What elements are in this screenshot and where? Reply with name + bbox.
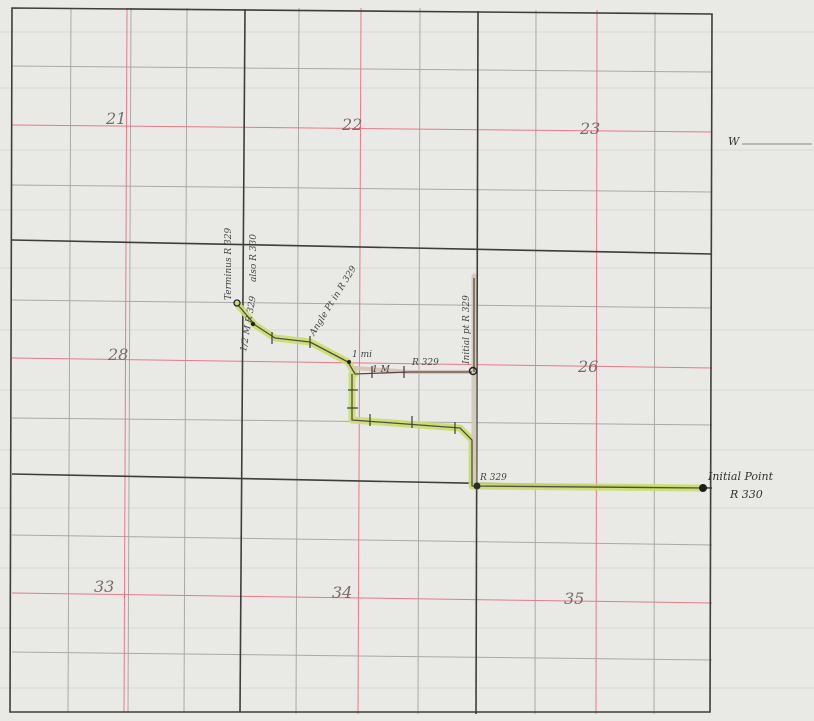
section-grid — [9, 7, 713, 715]
chain-ticks — [271, 332, 456, 434]
section-35: 35 — [564, 589, 584, 608]
section-33: 33 — [94, 577, 114, 596]
r329-label-b: R 329 — [479, 473, 507, 483]
svg-text:W: W — [728, 135, 741, 148]
section-26: 26 — [577, 357, 598, 376]
survey-route-ink — [237, 278, 703, 489]
margin-w: W — [728, 135, 812, 148]
initial-pt-r329-label: Initial pt R 329 — [462, 295, 472, 365]
paper-lines — [0, 31, 814, 689]
red-grid — [11, 7, 713, 715]
one-mile-label-b: 1 M — [372, 365, 391, 375]
section-34: 34 — [332, 583, 352, 602]
also-label: also R 330 — [249, 234, 259, 282]
initial-pt-r329-marker — [468, 366, 478, 376]
initial-point-marker — [699, 484, 707, 492]
annotations: Terminus R 329 also R 330 Angle Pt in R … — [224, 227, 774, 501]
section-23: 23 — [579, 119, 600, 138]
angle-point-marker — [347, 360, 351, 364]
half-mile-marker — [250, 321, 256, 327]
section-21: 21 — [105, 109, 126, 128]
terminus-marker — [233, 299, 241, 307]
survey-markers — [233, 299, 707, 492]
section-numbers: 21 22 23 28 26 33 34 35 — [94, 109, 600, 608]
r329-label-a: R 329 — [411, 358, 439, 368]
section-28: 28 — [107, 345, 128, 364]
one-mile-label: 1 mi — [352, 350, 372, 360]
terminus-label: Terminus R 329 — [224, 227, 234, 300]
section-22: 22 — [341, 115, 362, 134]
mile-marker — [473, 482, 481, 490]
angle-point-label: Angle Pt in R 329 — [308, 264, 360, 338]
initial-point-label: Initial Point — [707, 470, 774, 483]
r330-label: R 330 — [729, 488, 763, 501]
